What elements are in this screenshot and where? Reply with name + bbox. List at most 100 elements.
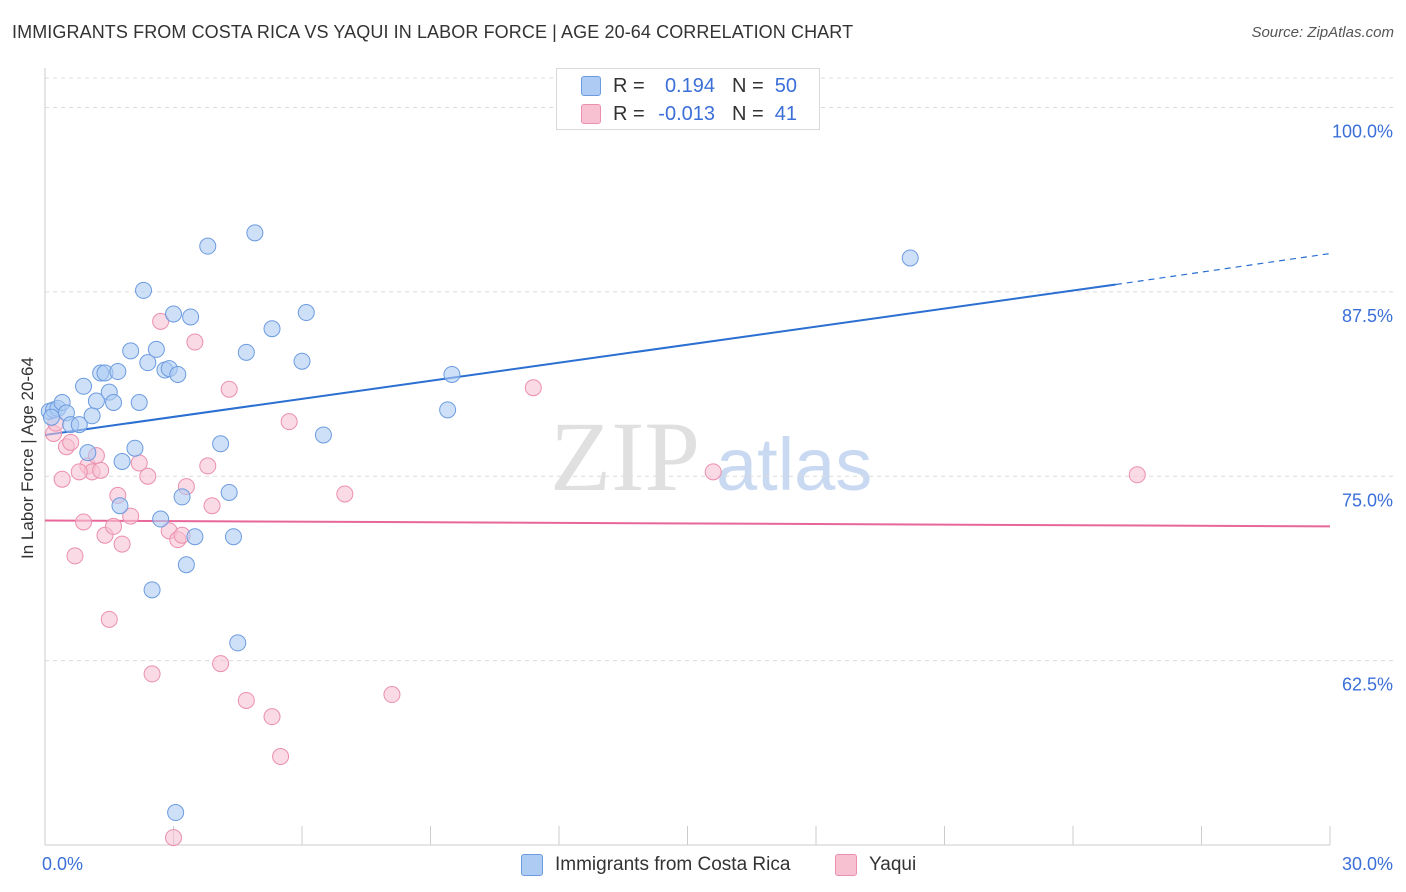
costa-rica-point: [126, 439, 144, 457]
costa-rica-point: [167, 804, 185, 822]
x-tick-label: 0.0%: [42, 854, 83, 874]
costa-rica-point: [87, 392, 105, 410]
n-label: N =: [732, 102, 764, 125]
yaqui-point: [336, 485, 354, 503]
yaqui-point: [152, 312, 170, 330]
costa-rica-point: [224, 528, 242, 546]
data-points: [40, 224, 1146, 847]
yaqui-point: [66, 547, 84, 565]
n-value: 50: [774, 74, 797, 97]
costa-rica-point: [199, 237, 217, 255]
yaqui-point: [263, 708, 281, 726]
costa-rica-point: [165, 305, 182, 323]
yaqui-point: [383, 686, 401, 704]
trend-lines: [44, 252, 1331, 528]
watermark: ZIP atlas: [550, 401, 872, 512]
costa-rica-point: [152, 510, 170, 528]
yaqui-point: [113, 535, 131, 553]
tick-labels: 100.0% 87.5% 75.0% 62.5% 0.0% 30.0%: [42, 122, 1393, 875]
yaqui-point: [1128, 466, 1146, 484]
costa-rica-point: [70, 416, 88, 434]
costa-rica-point: [42, 408, 60, 426]
costa-rica-point: [169, 365, 187, 383]
legend-label: Immigrants from Costa Rica: [555, 854, 791, 875]
stats-legend: R = 0.194 N = 50 R = -0.013 N = 41: [556, 68, 820, 130]
legend-item-costa-rica[interactable]: Immigrants from Costa Rica: [521, 852, 790, 878]
costa-rica-point: [83, 407, 101, 425]
costa-rica-point: [147, 340, 165, 358]
costa-rica-point: [293, 352, 311, 370]
r-label: R =: [613, 102, 645, 125]
costa-rica-point: [79, 444, 97, 462]
yaqui-point: [122, 507, 140, 525]
costa-rica-trend-extension: [1115, 252, 1331, 286]
legend-item-yaqui[interactable]: Yaqui: [835, 852, 916, 878]
yaqui-point: [53, 470, 71, 488]
yaqui-trend-line: [44, 519, 1331, 528]
yaqui-point: [186, 333, 204, 351]
r-value: -0.013: [658, 102, 715, 125]
yaqui-point: [203, 497, 221, 515]
yaqui-point: [139, 467, 157, 485]
costa-rica-point: [439, 401, 457, 419]
costa-rica-point: [297, 304, 315, 322]
costa-rica-point: [111, 497, 129, 515]
watermark-atlas: atlas: [716, 423, 872, 506]
costa-rica-point: [212, 435, 230, 453]
stats-row-costa-rica: R = 0.194 N = 50: [557, 72, 819, 100]
r-label: R =: [613, 74, 645, 97]
costa-rica-point: [177, 556, 195, 574]
y-tick-label: 62.5%: [1342, 675, 1393, 695]
n-value: 41: [774, 102, 797, 125]
x-tick-label: 30.0%: [1342, 854, 1393, 874]
chart-title: IMMIGRANTS FROM COSTA RICA VS YAQUI IN L…: [12, 22, 854, 42]
gridlines: [45, 77, 1393, 662]
costa-rica-point: [229, 634, 247, 652]
costa-rica-point: [143, 581, 161, 599]
yaqui-point: [280, 413, 298, 431]
yaqui-point: [143, 665, 161, 683]
costa-rica-point: [443, 365, 461, 383]
yaqui-point: [704, 463, 722, 481]
yaqui-point: [100, 610, 118, 628]
costa-rica-point: [901, 249, 919, 267]
costa-rica-point: [113, 453, 131, 470]
costa-rica-point: [122, 342, 140, 360]
legend-label: Yaqui: [869, 854, 917, 875]
yaqui-point: [165, 829, 182, 847]
costa-rica-point: [139, 354, 157, 372]
y-tick-label: 87.5%: [1342, 306, 1393, 326]
costa-rica-point: [186, 528, 204, 546]
yaqui-point: [70, 463, 88, 481]
axes: [44, 68, 1331, 846]
costa-rica-point: [237, 343, 255, 361]
watermark-zip: ZIP: [550, 401, 700, 512]
costa-rica-point: [130, 394, 148, 411]
costa-rica-point: [135, 281, 153, 299]
yaqui-point: [220, 380, 238, 398]
y-tick-label: 75.0%: [1342, 490, 1393, 510]
yaqui-point: [92, 461, 110, 479]
yaqui-point: [105, 517, 123, 535]
costa-rica-trend-line: [44, 283, 1116, 436]
yaqui-point: [62, 433, 80, 451]
costa-rica-point: [109, 363, 127, 381]
yaqui-point: [237, 691, 255, 709]
costa-rica-point: [246, 224, 264, 242]
yaqui-point: [272, 748, 290, 765]
r-value: 0.194: [664, 74, 715, 97]
costa-rica-point: [220, 483, 238, 501]
swatch-pink-icon: [581, 104, 601, 124]
costa-rica-point: [314, 426, 332, 444]
source-credit: Source: ZipAtlas.com: [1251, 24, 1394, 41]
costa-rica-point: [105, 394, 123, 411]
series-legend: Immigrants from Costa Rica Yaqui: [0, 852, 1406, 878]
costa-rica-point: [263, 320, 281, 338]
costa-rica-point: [173, 488, 191, 506]
yaqui-point: [212, 655, 230, 673]
legend-swatch-blue-icon: [521, 854, 543, 876]
stats-row-yaqui: R = -0.013 N = 41: [557, 100, 819, 128]
y-tick-label: 100.0%: [1332, 122, 1393, 142]
n-label: N =: [732, 74, 764, 97]
